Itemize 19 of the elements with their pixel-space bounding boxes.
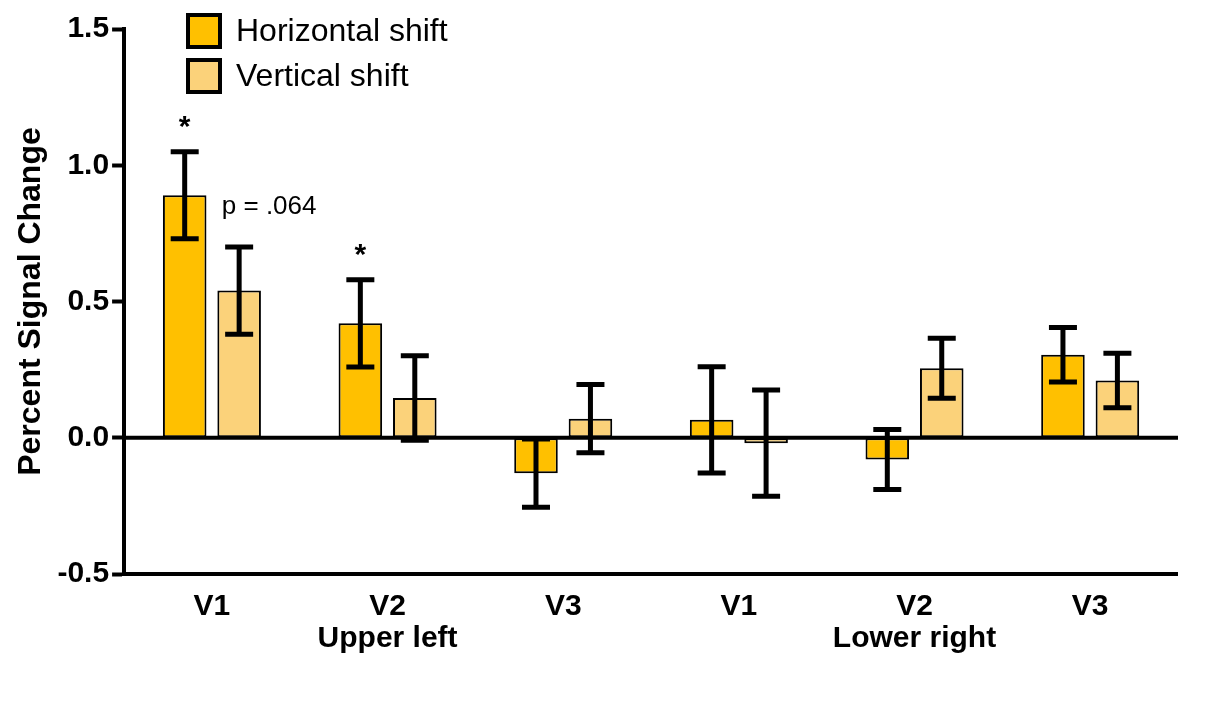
y-tick-label: -0.5 <box>57 555 110 589</box>
annotation: * <box>178 108 191 142</box>
legend-label: Vertical shift <box>236 57 409 94</box>
x-tick-label: V1 <box>193 588 231 622</box>
legend-label: Horizontal shift <box>236 12 448 49</box>
y-tick-label: 0.0 <box>67 419 110 453</box>
x-tick-label: V2 <box>369 588 406 622</box>
text: Lower right <box>832 620 997 654</box>
y-tick-label: 0.5 <box>67 282 110 316</box>
x-tick-label: V1 <box>720 588 758 622</box>
y-axis-title: Percent Signal Change <box>11 127 48 476</box>
annotation: * <box>354 236 367 270</box>
x-tick-label: V3 <box>544 588 582 622</box>
text: Upper left <box>317 620 458 654</box>
y-tick-label: 1.0 <box>67 146 110 180</box>
x-tick-label: V3 <box>1071 588 1109 622</box>
x-tick-label: V2 <box>896 588 933 622</box>
y-tick-label: 1.5 <box>67 10 110 44</box>
annotation: p = .064 <box>221 190 317 221</box>
